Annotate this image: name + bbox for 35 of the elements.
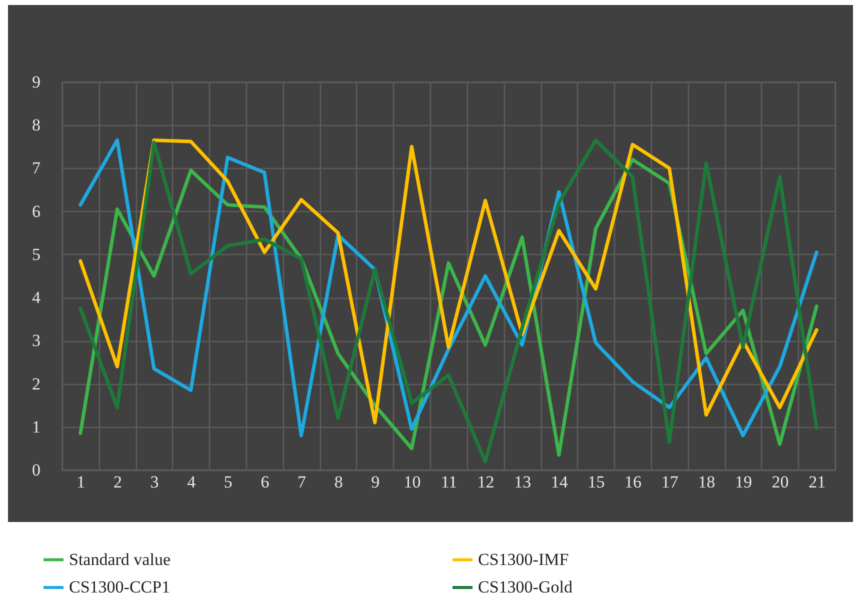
y-tick-label: 0 (32, 460, 40, 480)
legend-label: CS1300-IMF (478, 550, 569, 569)
y-tick-label: 1 (32, 417, 40, 436)
x-tick-label: 19 (734, 472, 752, 492)
x-tick-label: 15 (588, 472, 605, 492)
y-tick-label: 9 (32, 72, 40, 92)
x-tick-label: 14 (550, 472, 568, 492)
y-tick-label: 6 (32, 202, 40, 221)
x-tick-label: 8 (334, 472, 343, 492)
x-tick-label: 3 (150, 472, 159, 492)
x-tick-label: 9 (371, 472, 380, 492)
x-tick-label: 18 (698, 472, 716, 492)
x-tick-label: 13 (514, 472, 532, 492)
y-tick-label: 8 (32, 116, 40, 135)
x-tick-label: 21 (808, 472, 826, 492)
legend-label: CS1300-CCP1 (69, 578, 170, 596)
y-tick-label: 5 (32, 244, 40, 264)
legend-label: CS1300-Gold (478, 578, 573, 596)
y-tick-label: 4 (32, 288, 41, 308)
y-tick-label: 3 (32, 331, 40, 350)
y-tick-label: 2 (32, 374, 40, 394)
x-tick-label: 11 (440, 472, 458, 492)
x-tick-label: 1 (76, 472, 86, 492)
legend-label: Standard value (69, 550, 170, 569)
x-tick-label: 2 (113, 472, 122, 492)
x-tick-label: 17 (661, 472, 679, 492)
x-tick-label: 5 (224, 472, 232, 492)
x-tick-label: 6 (260, 472, 270, 492)
x-tick-label: 12 (477, 472, 494, 492)
x-tick-label: 4 (187, 472, 196, 492)
y-tick-label: 7 (32, 158, 41, 178)
x-tick-label: 10 (404, 472, 421, 492)
x-tick-label: 20 (772, 472, 789, 492)
x-tick-label: 16 (624, 472, 642, 492)
x-tick-label: 7 (298, 472, 307, 492)
